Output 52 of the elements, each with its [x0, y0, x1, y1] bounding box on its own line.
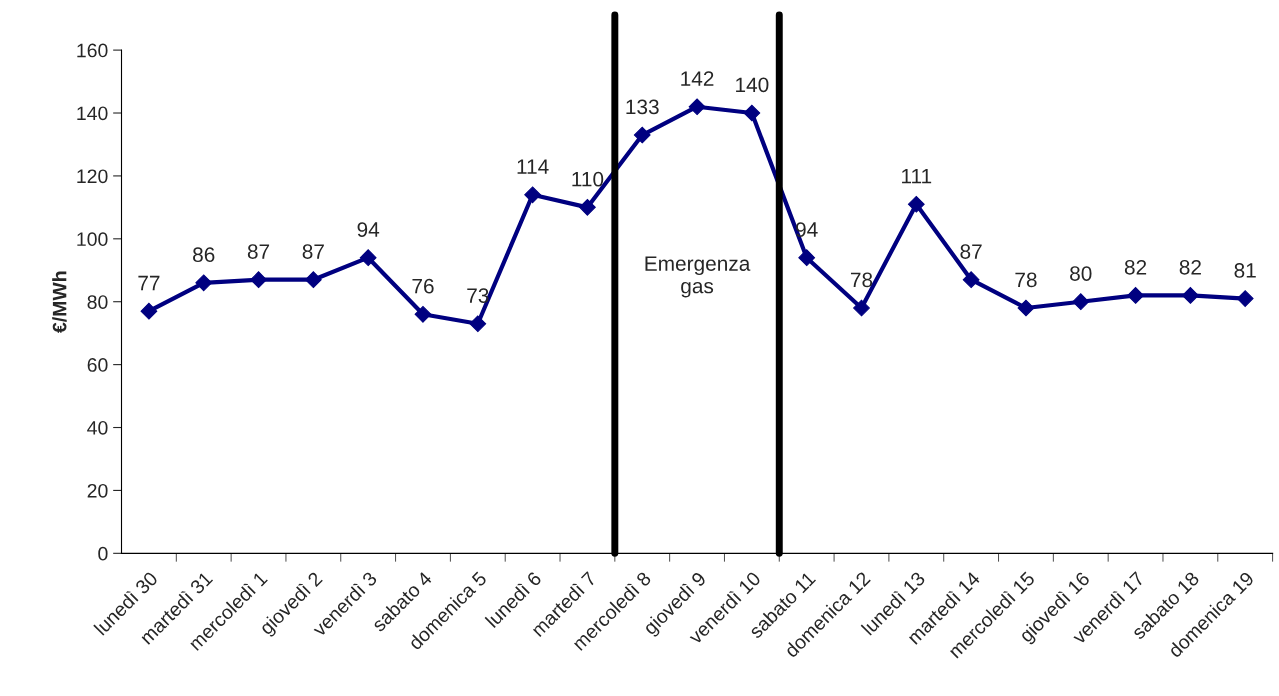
y-tick-label: 40: [87, 420, 108, 435]
data-label: 133: [626, 99, 659, 115]
data-label: 80: [1070, 266, 1092, 281]
point: [633, 126, 651, 144]
point: [195, 274, 213, 292]
point: [1236, 290, 1254, 307]
data-label: 82: [1124, 259, 1147, 275]
point: [962, 271, 980, 289]
data-label: 94: [357, 222, 380, 237]
point: [1017, 299, 1035, 317]
data-label: 81: [1234, 263, 1256, 278]
point: [1072, 293, 1090, 311]
point: [469, 315, 487, 333]
data-label: 140: [736, 77, 769, 93]
point: [1182, 287, 1199, 304]
point: [414, 305, 432, 323]
y-tick-label: 80: [87, 295, 108, 309]
y-tick-label: 160: [77, 43, 108, 58]
data-label: 142: [681, 71, 714, 86]
point: [250, 271, 267, 289]
point: [743, 104, 761, 122]
point: [524, 186, 541, 204]
data-label: 110: [572, 171, 604, 187]
point: [304, 271, 322, 289]
data-label: 87: [960, 244, 982, 259]
point: [688, 98, 706, 116]
data-label: 78: [850, 272, 873, 288]
point: [798, 249, 816, 267]
y-tick-label: 0: [98, 546, 108, 561]
data-label: 76: [412, 278, 434, 294]
y-axis-title: €/MWh: [52, 271, 67, 333]
data-label: 111: [902, 168, 932, 184]
y-tick-label: 60: [87, 358, 108, 372]
data-label: 77: [138, 275, 160, 291]
y-tick-label: 100: [77, 232, 108, 247]
data-label: 87: [302, 244, 324, 259]
y-tick-label: 120: [77, 169, 108, 184]
data-label: 82: [1179, 259, 1201, 275]
y-tick-label: 140: [77, 106, 108, 121]
annotation: Emergenza gas: [645, 256, 751, 298]
point: [853, 299, 870, 317]
data-label: 78: [1015, 272, 1037, 288]
point: [907, 195, 925, 213]
data-label: 73: [467, 288, 489, 303]
data-label: 87: [247, 244, 270, 259]
point: [359, 249, 377, 267]
data-label: 114: [517, 159, 549, 174]
data-label: 86: [193, 247, 215, 263]
point: [140, 302, 158, 320]
point: [579, 198, 596, 216]
y-tick-label: 20: [87, 483, 108, 498]
point: [1127, 287, 1144, 304]
